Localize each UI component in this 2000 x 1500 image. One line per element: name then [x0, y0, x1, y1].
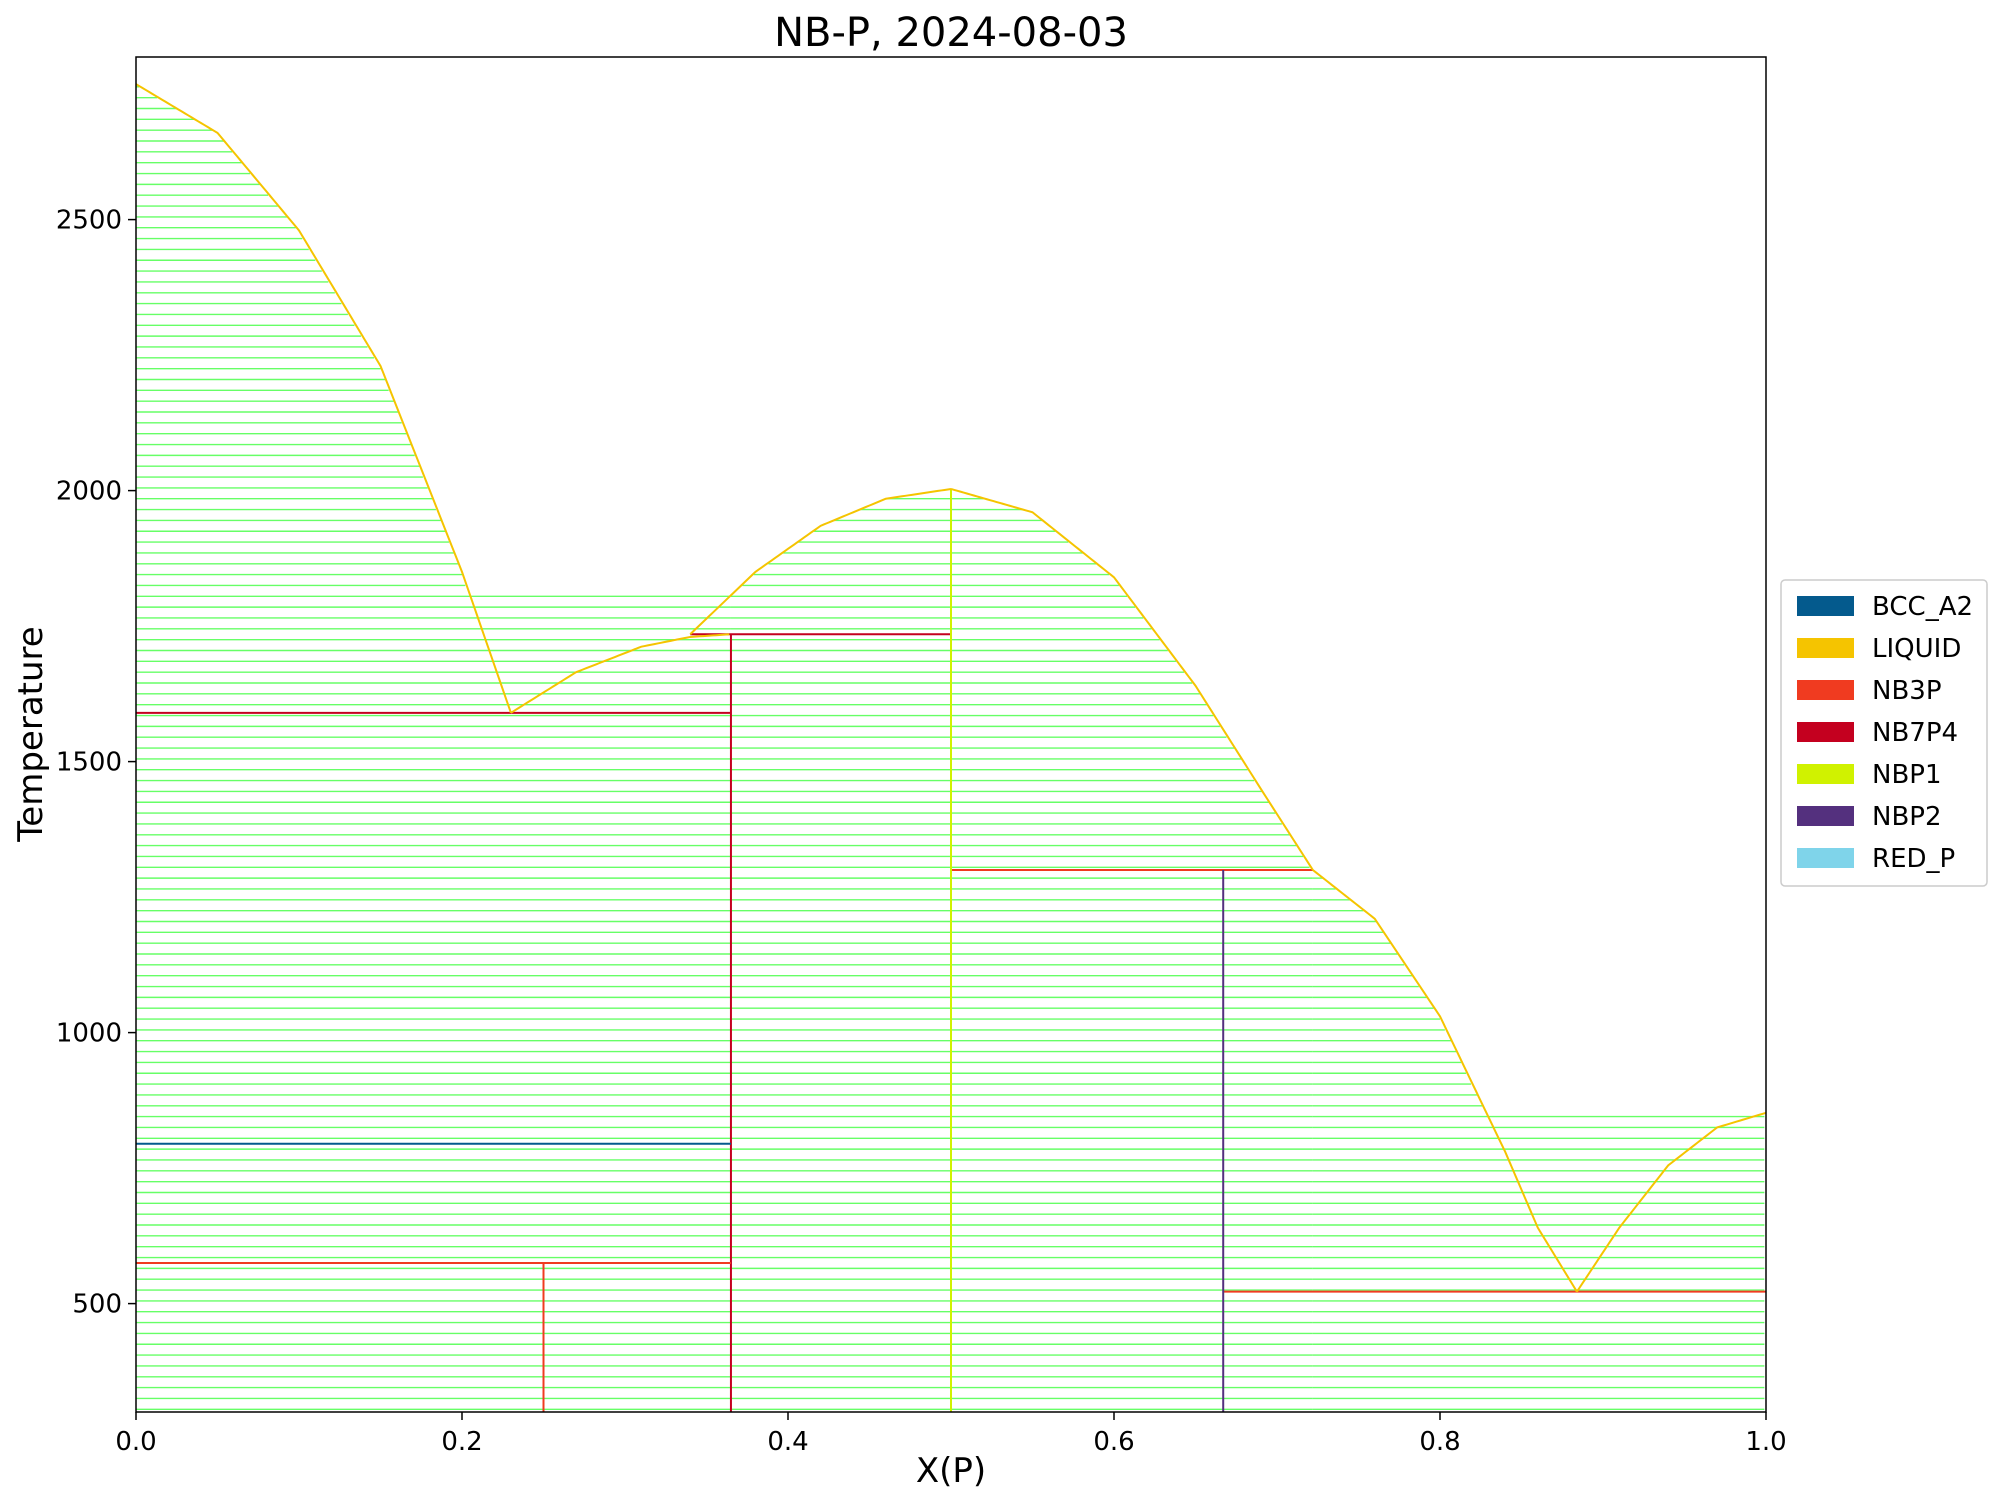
x-tick-label: 0.0 — [115, 1427, 156, 1457]
y-tick-label: 1000 — [56, 1019, 122, 1049]
legend-label: NB7P4 — [1872, 718, 1958, 748]
y-tick-label: 1500 — [56, 748, 122, 778]
legend-swatch-nbp2 — [1797, 806, 1854, 826]
y-tick-label: 2000 — [56, 477, 122, 507]
x-tick-label: 0.4 — [767, 1427, 808, 1457]
legend-swatch-red-p — [1797, 848, 1854, 868]
liquidus-curve — [510, 633, 730, 714]
y-tick-label: 2500 — [56, 206, 122, 236]
liquidus-curve — [689, 487, 952, 635]
tieline-group — [136, 86, 1765, 1410]
legend: BCC_A2 LIQUID NB3P NB7P4 NBP1 NBP2 RED_P — [1780, 579, 1988, 887]
y-axis-label: Temperature — [11, 626, 51, 842]
phase-boundary-group — [136, 488, 1766, 1412]
legend-swatch-bcc-a2 — [1797, 596, 1854, 616]
x-tick-label: 0.8 — [1419, 1427, 1460, 1457]
plot-frame — [135, 56, 1767, 1413]
x-tick-label: 0.2 — [441, 1427, 482, 1457]
legend-label: NBP2 — [1872, 802, 1942, 832]
legend-label: NB3P — [1872, 676, 1942, 706]
legend-swatch-liquid — [1797, 638, 1854, 658]
x-tick-label: 1.0 — [1745, 1427, 1786, 1457]
legend-label: BCC_A2 — [1872, 592, 1973, 622]
liquidus-curve — [1312, 869, 1578, 1293]
liquidus-curve — [136, 83, 512, 714]
x-axis-label: X(P) — [916, 1451, 986, 1491]
y-axis-ticks: 500 1000 1500 2000 2500 — [56, 206, 136, 1320]
chart-title: NB-P, 2024-08-03 — [774, 10, 1128, 56]
y-tick-label: 500 — [72, 1290, 122, 1320]
legend-label: RED_P — [1872, 844, 1955, 874]
legend-swatch-nb3p — [1797, 680, 1854, 700]
x-axis-ticks: 0.0 0.2 0.4 0.6 0.8 1.0 — [115, 1412, 1787, 1457]
x-tick-label: 0.6 — [1093, 1427, 1134, 1457]
liquidus-group — [136, 83, 1766, 1293]
liquidus-curve — [950, 488, 1314, 871]
legend-label: NBP1 — [1872, 760, 1942, 790]
liquidus-curve — [1576, 1111, 1766, 1293]
legend-swatch-nbp1 — [1797, 764, 1854, 784]
legend-label: LIQUID — [1872, 634, 1961, 664]
legend-swatch-nb7p4 — [1797, 722, 1854, 742]
